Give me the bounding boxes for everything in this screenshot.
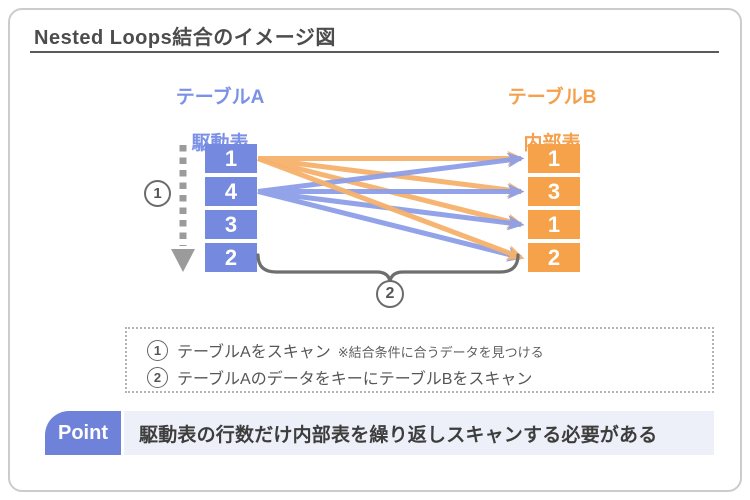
- table-cell: 2: [528, 243, 580, 272]
- table-a-name: テーブルA: [175, 87, 265, 108]
- table-cell: 1: [528, 144, 580, 173]
- table-a-rows: 1 4 3 2: [205, 144, 257, 272]
- step1-badge: 1: [144, 180, 171, 207]
- point-badge: Point: [45, 411, 121, 455]
- title-underline: [30, 51, 719, 53]
- table-b-name: テーブルB: [507, 87, 597, 108]
- legend-text-1: テーブルAをスキャン: [177, 344, 331, 361]
- table-cell: 3: [528, 177, 580, 206]
- table-cell: 1: [528, 210, 580, 239]
- table-cell: 2: [205, 243, 257, 272]
- table-cell: 1: [205, 144, 257, 173]
- legend-item-1: 1 テーブルAをスキャン ※結合条件に合うデータを見つける: [147, 337, 712, 363]
- table-cell: 3: [205, 210, 257, 239]
- legend-box: 1 テーブルAをスキャン ※結合条件に合うデータを見つける 2 テーブルAのデー…: [125, 327, 714, 393]
- step2-badge: 2: [376, 280, 404, 308]
- legend-note-1: ※結合条件に合うデータを見つける: [337, 345, 544, 360]
- legend-num-2: 2: [147, 366, 168, 388]
- table-cell: 4: [205, 177, 257, 206]
- legend-num-1: 1: [147, 339, 168, 361]
- page-title: Nested Loops結合のイメージ図: [34, 27, 336, 49]
- legend-text-2: テーブルAのデータをキーにテーブルBをスキャン: [177, 371, 533, 388]
- table-b-rows: 1 3 1 2: [528, 144, 580, 272]
- point-text: 駆動表の行数だけ内部表を繰り返しスキャンする必要がある: [124, 411, 714, 455]
- legend-item-2: 2 テーブルAのデータをキーにテーブルBをスキャン: [147, 364, 712, 390]
